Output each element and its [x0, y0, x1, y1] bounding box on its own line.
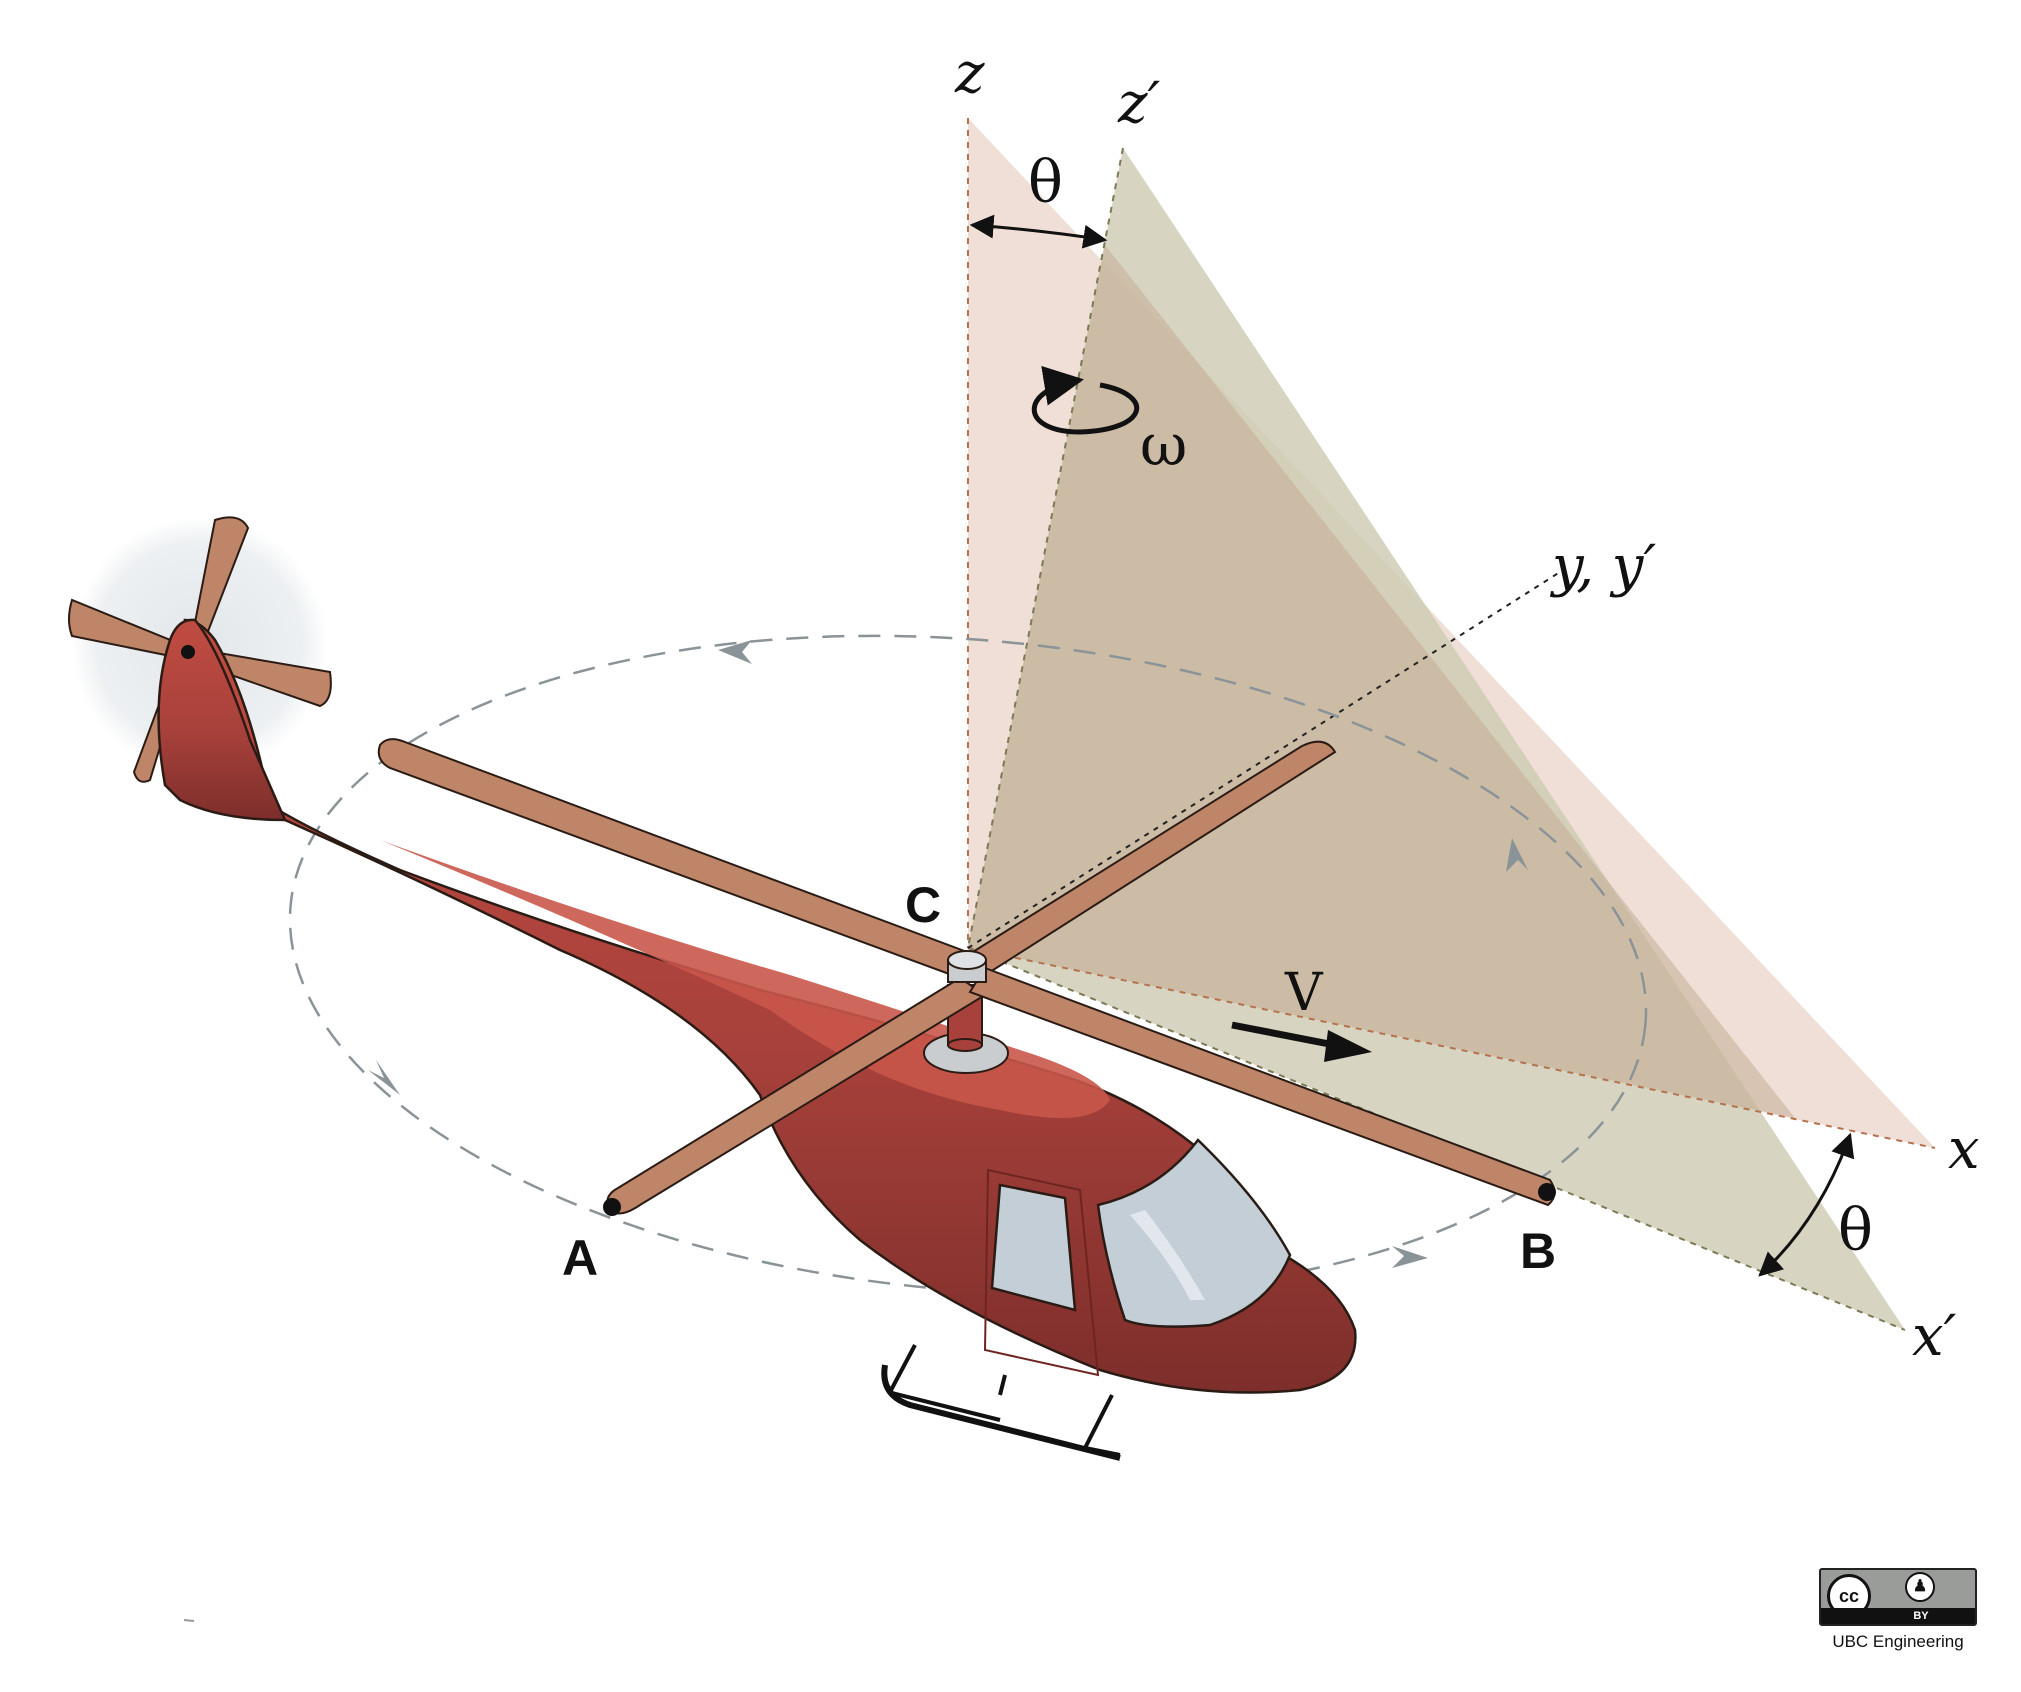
x-axis [967, 947, 1936, 1149]
tail-rotor-hub [181, 645, 195, 659]
tail-fin [157, 618, 287, 822]
velocity-label: V [1284, 963, 1324, 1023]
theta-right-label: θ [1838, 1196, 1873, 1264]
x-axis-label: x [1948, 1117, 1980, 1182]
theta-top-arc [969, 214, 1108, 249]
theta-top-label: θ [1028, 148, 1063, 216]
y-axis-label: y, y′ [1549, 534, 1656, 599]
stray-mark [183, 1619, 195, 1622]
by-label: BY [1913, 1610, 1929, 1622]
omega-label: ω [1140, 411, 1187, 479]
landing-skids [881, 1344, 1121, 1461]
point-c-label: C [905, 877, 941, 933]
cockpit-windshield [1096, 1138, 1292, 1328]
door-outline [983, 1168, 1100, 1377]
orbit-arrow-left [368, 1060, 400, 1095]
cc-by-badge[interactable]: cc ♟ BY [1819, 1568, 1977, 1626]
y-axis [967, 571, 1561, 949]
rotor-hub [947, 950, 987, 970]
door-window [990, 1183, 1077, 1312]
person-icon: ♟ [1905, 1572, 1935, 1602]
theta-right-arc [1758, 1132, 1855, 1277]
x-prime-axis-label: x′ [1912, 1304, 1957, 1369]
velocity-arrow-head [1324, 1030, 1372, 1062]
z-prime-axis-label: z′ [1117, 71, 1161, 136]
rotor-mast-collar [947, 1038, 983, 1052]
point-a-marker [603, 1198, 621, 1216]
orbit-arrow-right [1506, 838, 1528, 872]
z-axis-label: z [954, 41, 985, 106]
license-caption: UBC Engineering [1832, 1632, 1964, 1651]
orbit-arrow-top [718, 640, 752, 664]
point-b-marker [1538, 1183, 1556, 1201]
badge-bar [1821, 1608, 1975, 1624]
plane-overlap [968, 245, 1795, 1118]
orbit-arrow-bottom [1392, 1246, 1428, 1268]
omega-rotation-arrow [1031, 366, 1140, 435]
blade-tip-orbit [288, 634, 1648, 1296]
z-prime-axis [967, 147, 1124, 949]
point-a-label: A [562, 1230, 598, 1286]
license-block: cc ♟ BY UBC Engineering [1818, 1568, 1978, 1652]
rotor-blade-rear-right [966, 740, 1337, 974]
point-b-label: B [1520, 1223, 1556, 1279]
windshield-glare [1130, 1210, 1205, 1300]
